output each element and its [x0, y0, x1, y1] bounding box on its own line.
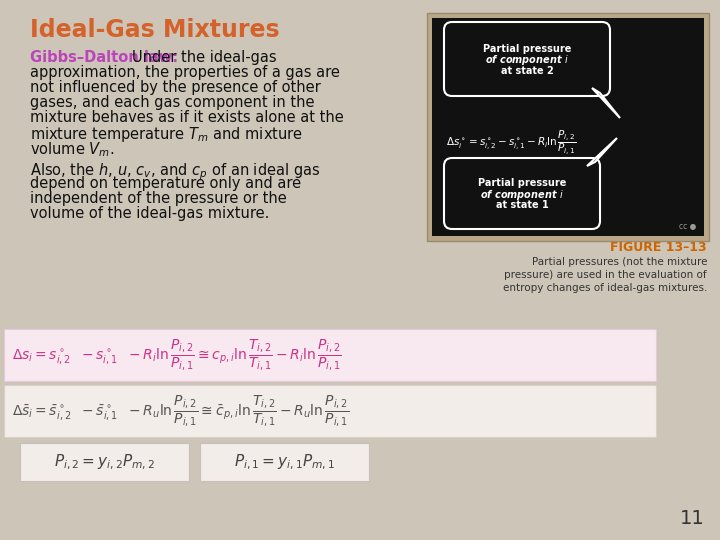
Text: volume $V_m$.: volume $V_m$.: [30, 140, 114, 159]
Text: $P_{i,1} = y_{i,1}P_{m,1}$: $P_{i,1} = y_{i,1}P_{m,1}$: [234, 453, 335, 471]
FancyBboxPatch shape: [4, 385, 656, 437]
Text: cc ●: cc ●: [679, 222, 696, 231]
Text: $\Delta s_i^\circ = s_{i,2}^\circ - s_{i,1}^\circ - R_i \ln\dfrac{P_{i,2}}{P_{i,: $\Delta s_i^\circ = s_{i,2}^\circ - s_{i…: [446, 129, 577, 158]
Text: Partial pressures (not the mixture
pressure) are used in the evaluation of
entro: Partial pressures (not the mixture press…: [503, 257, 707, 293]
Polygon shape: [592, 88, 620, 118]
FancyBboxPatch shape: [432, 18, 704, 236]
Text: $\Delta \bar{s}_i = \bar{s}_{i,2}^\circ\;\ - \bar{s}_{i,1}^\circ\;\ - R_u \ln\df: $\Delta \bar{s}_i = \bar{s}_{i,2}^\circ\…: [12, 394, 349, 429]
FancyBboxPatch shape: [444, 22, 610, 96]
Text: Ideal-Gas Mixtures: Ideal-Gas Mixtures: [30, 18, 279, 42]
Text: at state 2: at state 2: [500, 66, 554, 76]
Text: 11: 11: [680, 509, 705, 528]
Text: Partial pressure: Partial pressure: [483, 44, 571, 54]
FancyBboxPatch shape: [200, 443, 369, 481]
Text: Partial pressure: Partial pressure: [478, 179, 566, 188]
FancyBboxPatch shape: [444, 158, 600, 229]
Text: mixture temperature $T_m$ and mixture: mixture temperature $T_m$ and mixture: [30, 125, 303, 144]
Text: Under the ideal-gas: Under the ideal-gas: [132, 50, 276, 65]
Text: Also, the $h$, $u$, $c_v$, and $c_p$ of an ideal gas: Also, the $h$, $u$, $c_v$, and $c_p$ of …: [30, 161, 320, 181]
Text: of component $i$: of component $i$: [485, 53, 569, 67]
Text: gases, and each gas component in the: gases, and each gas component in the: [30, 95, 315, 110]
FancyBboxPatch shape: [427, 13, 709, 241]
Text: $\Delta s_i = s_{i,2}^\circ\;\ - s_{i,1}^\circ\;\ - R_i \ln\dfrac{P_{i,2}}{P_{i,: $\Delta s_i = s_{i,2}^\circ\;\ - s_{i,1}…: [12, 338, 342, 373]
Text: mixture behaves as if it exists alone at the: mixture behaves as if it exists alone at…: [30, 110, 343, 125]
Text: volume of the ideal-gas mixture.: volume of the ideal-gas mixture.: [30, 206, 269, 221]
Text: FIGURE 13–13: FIGURE 13–13: [611, 241, 707, 254]
FancyBboxPatch shape: [4, 329, 656, 381]
Text: Gibbs–Dalton law:: Gibbs–Dalton law:: [30, 50, 178, 65]
Text: not influenced by the presence of other: not influenced by the presence of other: [30, 80, 320, 95]
FancyBboxPatch shape: [20, 443, 189, 481]
Text: at state 1: at state 1: [495, 200, 549, 211]
Text: approximation, the properties of a gas are: approximation, the properties of a gas a…: [30, 65, 340, 80]
Text: depend on temperature only and are: depend on temperature only and are: [30, 176, 301, 191]
Text: independent of the pressure or the: independent of the pressure or the: [30, 191, 287, 206]
Text: of component $i$: of component $i$: [480, 187, 564, 201]
Text: $P_{i,2} = y_{i,2}P_{m,2}$: $P_{i,2} = y_{i,2}P_{m,2}$: [54, 453, 155, 471]
Polygon shape: [587, 138, 617, 166]
